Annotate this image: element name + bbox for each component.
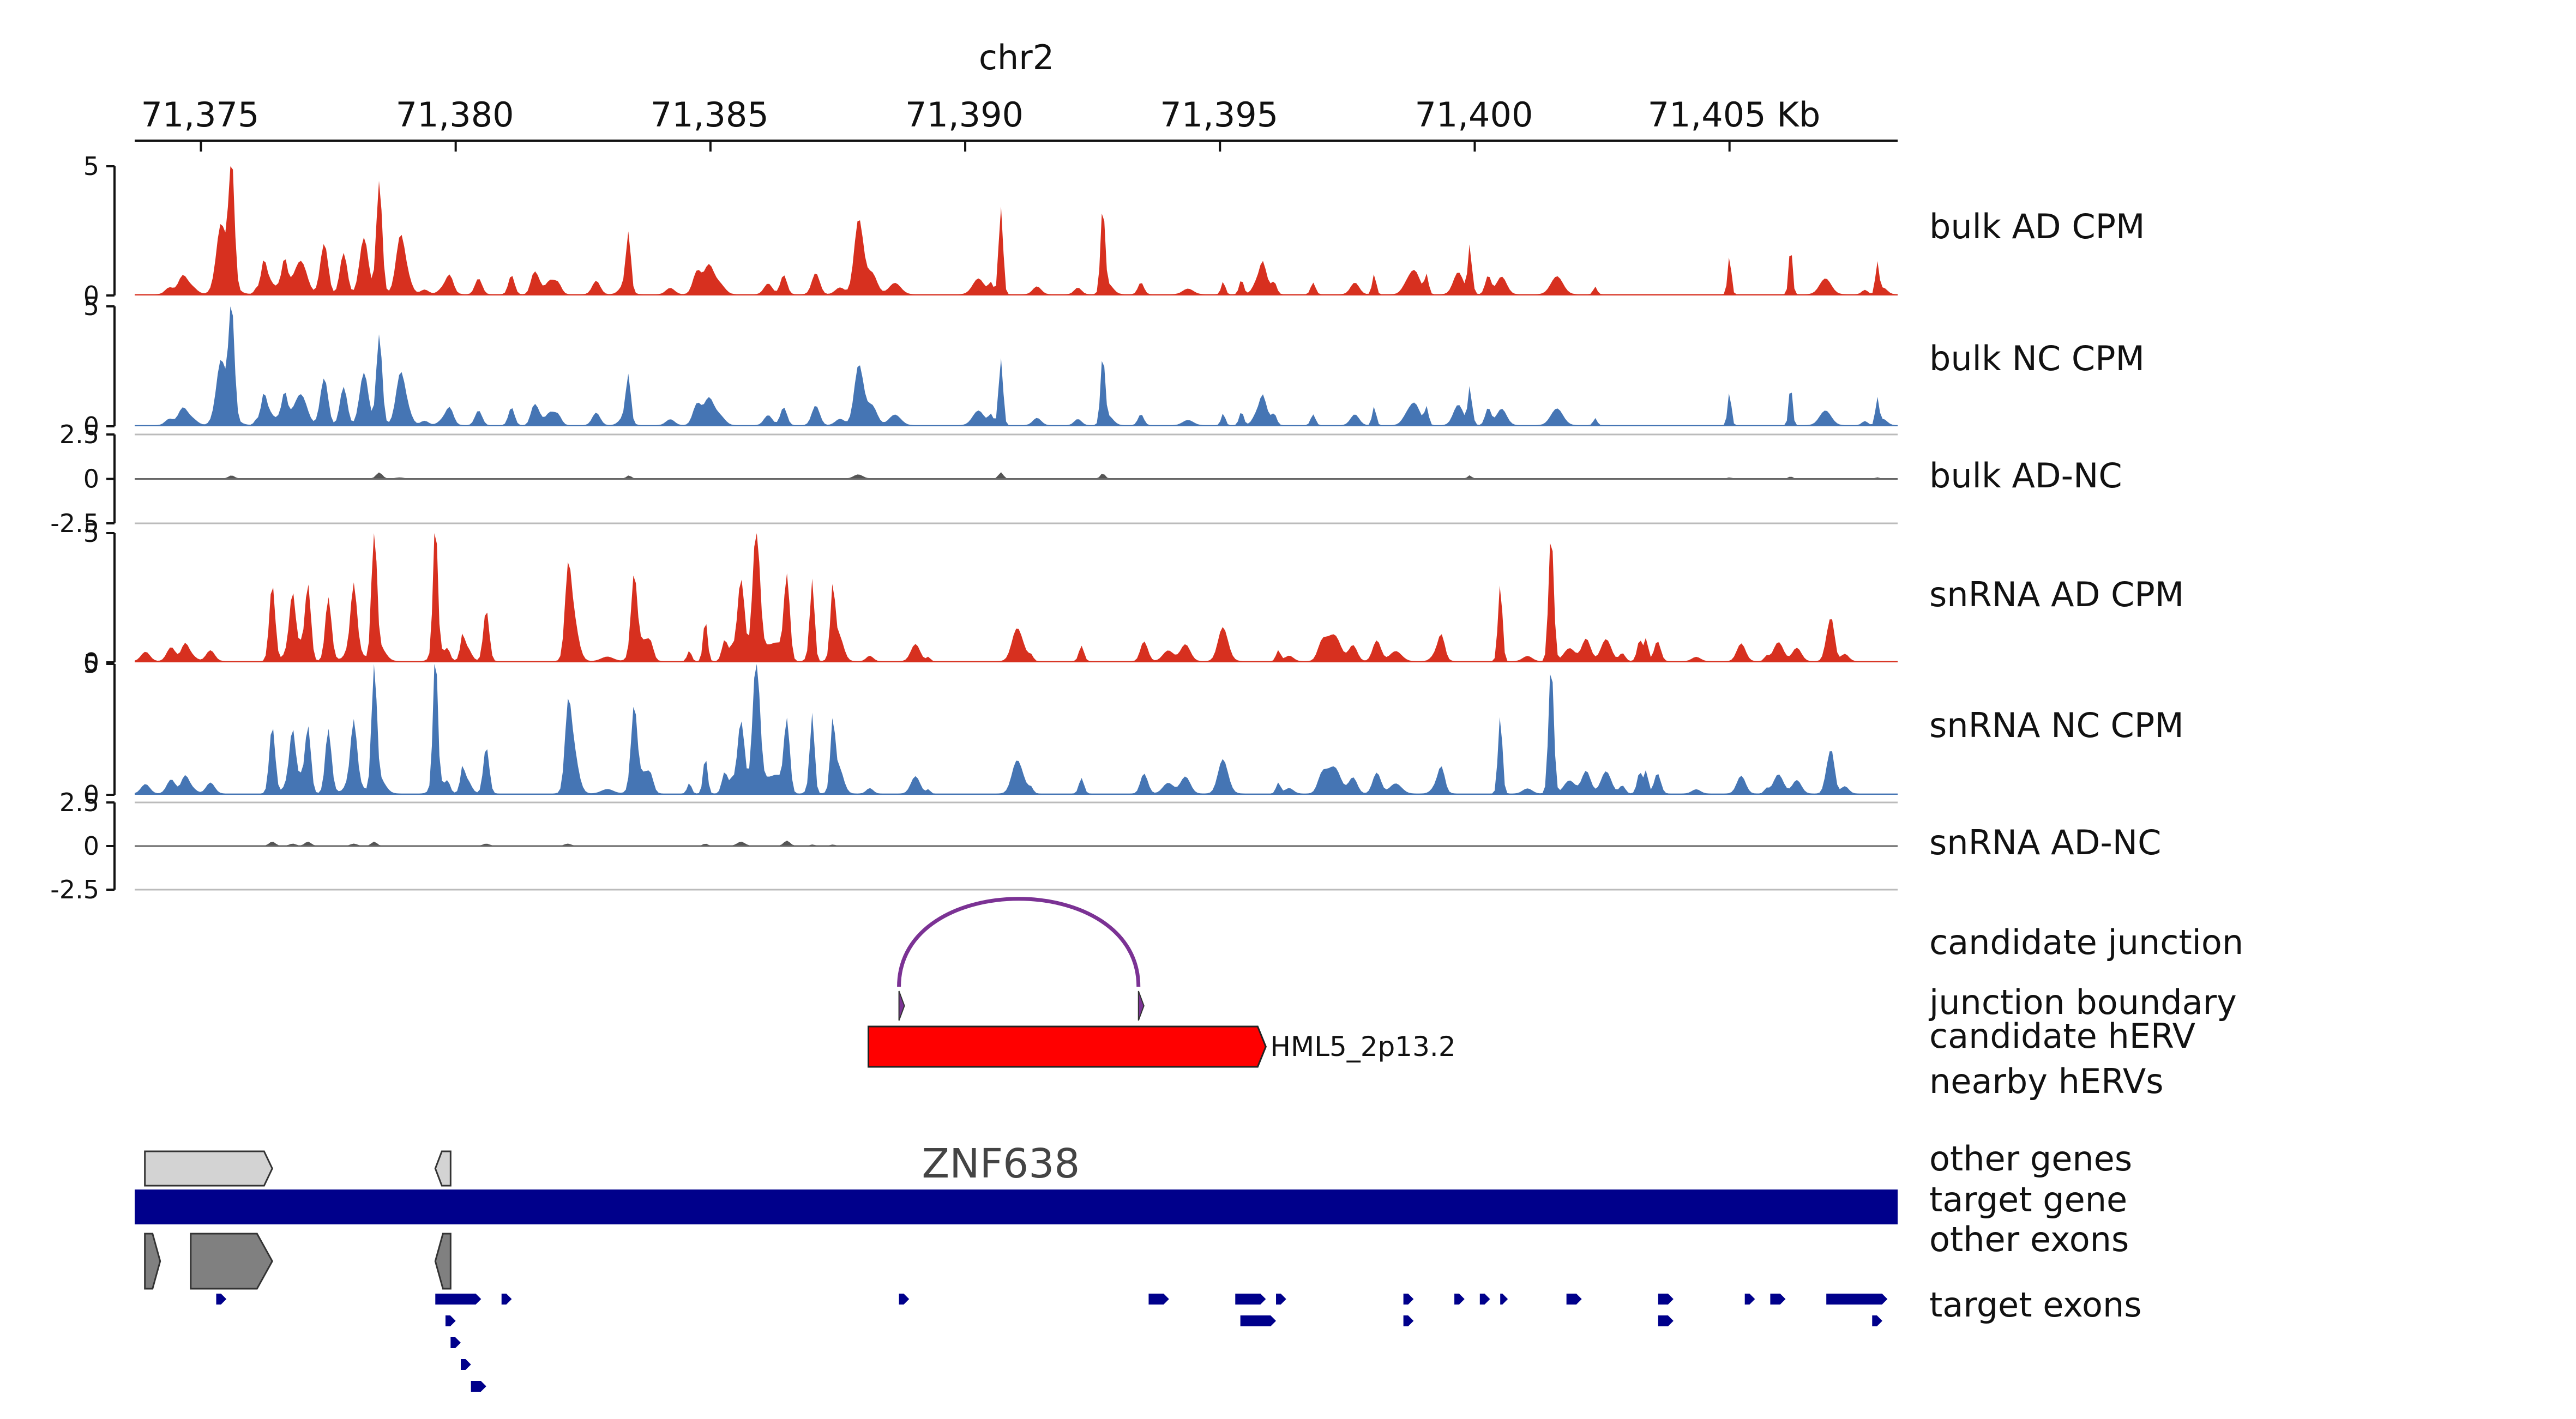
- other-gene-feature: [144, 1150, 273, 1187]
- target-exon-feature: [1826, 1294, 1888, 1305]
- y-tick-label: 5: [83, 292, 99, 321]
- target-exon-feature: [1566, 1294, 1582, 1305]
- track-other-exons: other exons: [144, 1219, 2129, 1290]
- target-exon-feature: [1148, 1294, 1169, 1305]
- target-gene-bar: [135, 1189, 1898, 1224]
- track-nearby-hervs: nearby hERVs: [1929, 1061, 2164, 1101]
- coordinate-tick-label: 71,405 Kb: [1648, 95, 1821, 135]
- target-exon-feature: [445, 1315, 456, 1326]
- track-bulk-ad-nc: bulk AD-NC 2.5 0 -2.5: [50, 420, 2122, 538]
- y-tick-label: 0: [83, 780, 99, 810]
- coordinate-tick-label: 71,375: [141, 95, 259, 135]
- junction-boundary-marker: [898, 991, 905, 1021]
- y-tick-label: 0: [83, 281, 99, 310]
- target-exon-feature: [1770, 1294, 1786, 1305]
- track-snrna-ad-nc: snRNA AD-NC 2.5 0 -2.5: [50, 788, 2161, 904]
- track-label: bulk NC CPM: [1929, 339, 2145, 378]
- track-label: nearby hERVs: [1929, 1061, 2164, 1101]
- target-exon-feature: [1276, 1294, 1286, 1305]
- coordinate-tick-label: 71,385: [651, 95, 769, 135]
- target-exon-feature: [1658, 1294, 1674, 1305]
- target-exon-feature: [1479, 1294, 1490, 1305]
- other-exon-feature: [144, 1233, 161, 1290]
- track-label: snRNA AD CPM: [1929, 575, 2184, 614]
- herv-name-label: HML5_2p13.2: [1270, 1031, 1455, 1062]
- track-target-exons: target exons: [216, 1285, 2142, 1392]
- target-exon-feature: [461, 1359, 471, 1370]
- junction-arc: [897, 897, 1141, 987]
- y-tick-label: 5: [83, 518, 99, 548]
- chromosome-label: chr2: [979, 38, 1054, 77]
- other-exon-feature: [434, 1233, 452, 1290]
- y-tick-label: 2.5: [59, 420, 99, 449]
- target-gene-name: ZNF638: [922, 1140, 1080, 1187]
- coordinate-ticks: 71,375 71,380 71,385 71,390 71,395 71,400 71,4…: [141, 95, 1820, 152]
- target-exon-feature: [899, 1294, 910, 1305]
- y-tick-label: 5: [83, 152, 99, 181]
- target-exon-feature: [435, 1294, 482, 1305]
- target-exon-feature: [1454, 1294, 1465, 1305]
- target-exon-feature: [1872, 1315, 1882, 1326]
- herv-feature: [868, 1025, 1267, 1068]
- track-label: bulk AD-NC: [1929, 456, 2122, 496]
- coverage-area: [135, 166, 1898, 295]
- track-label: candidate hERV: [1929, 1016, 2195, 1056]
- y-tick-label: 2.5: [59, 788, 99, 817]
- coordinate-header: chr2 71,375 71,380 71,385 71,390 71,395 71,40…: [135, 38, 1898, 152]
- other-exon-feature: [190, 1233, 274, 1290]
- y-tick-label: 5: [83, 649, 99, 679]
- target-exon-feature: [450, 1337, 461, 1348]
- target-exon-feature: [471, 1381, 486, 1392]
- target-exon-feature: [1500, 1294, 1508, 1305]
- target-exon-feature: [1658, 1315, 1674, 1326]
- target-exon-feature: [501, 1294, 512, 1305]
- coverage-area: [135, 664, 1898, 795]
- coordinate-tick-label: 71,395: [1160, 95, 1278, 135]
- track-bulk-nc-cpm: bulk NC CPM 5 0: [83, 292, 2145, 441]
- target-exon-feature: [1403, 1294, 1414, 1305]
- track-label: junction boundary: [1928, 982, 2237, 1022]
- y-tick-label: 0: [83, 831, 99, 861]
- track-label: bulk AD CPM: [1929, 207, 2145, 246]
- y-tick-label: 0: [83, 412, 99, 441]
- coordinate-tick-label: 71,390: [905, 95, 1024, 135]
- track-other-genes: other genes: [144, 1139, 2132, 1187]
- coordinate-tick-label: 71,380: [396, 95, 514, 135]
- track-candidate-junction: candidate junction: [897, 897, 2243, 987]
- track-label: target gene: [1929, 1180, 2127, 1219]
- track-label: snRNA AD-NC: [1929, 823, 2161, 862]
- track-label: other exons: [1929, 1219, 2129, 1259]
- y-tick-label: 0: [83, 464, 99, 494]
- y-tick-label: 0: [83, 648, 99, 677]
- y-tick-label: -2.5: [50, 509, 99, 538]
- track-label: snRNA NC CPM: [1929, 705, 2184, 745]
- coverage-area: [135, 533, 1898, 662]
- target-exon-feature: [1235, 1294, 1266, 1305]
- track-label: target exons: [1929, 1285, 2142, 1325]
- track-bulk-ad-cpm: bulk AD CPM 5 0: [83, 152, 2145, 310]
- target-exon-feature: [1744, 1294, 1755, 1305]
- track-candidate-herv: candidate hERV HML5_2p13.2: [868, 1016, 2195, 1068]
- coverage-area: [135, 306, 1898, 426]
- target-exon-feature: [1403, 1315, 1414, 1326]
- other-gene-feature: [434, 1150, 452, 1187]
- track-target-gene: target gene ZNF638: [135, 1140, 2127, 1224]
- y-tick-label: -2.5: [50, 875, 99, 904]
- track-label: candidate junction: [1929, 922, 2243, 962]
- difference-area: [135, 472, 1898, 480]
- coordinate-tick-label: 71,400: [1415, 95, 1533, 135]
- track-label: other genes: [1929, 1139, 2132, 1179]
- target-exon-feature: [1240, 1315, 1277, 1326]
- track-junction-boundary: junction boundary: [898, 982, 2237, 1022]
- target-exon-feature: [216, 1294, 227, 1305]
- junction-boundary-marker: [1137, 991, 1145, 1021]
